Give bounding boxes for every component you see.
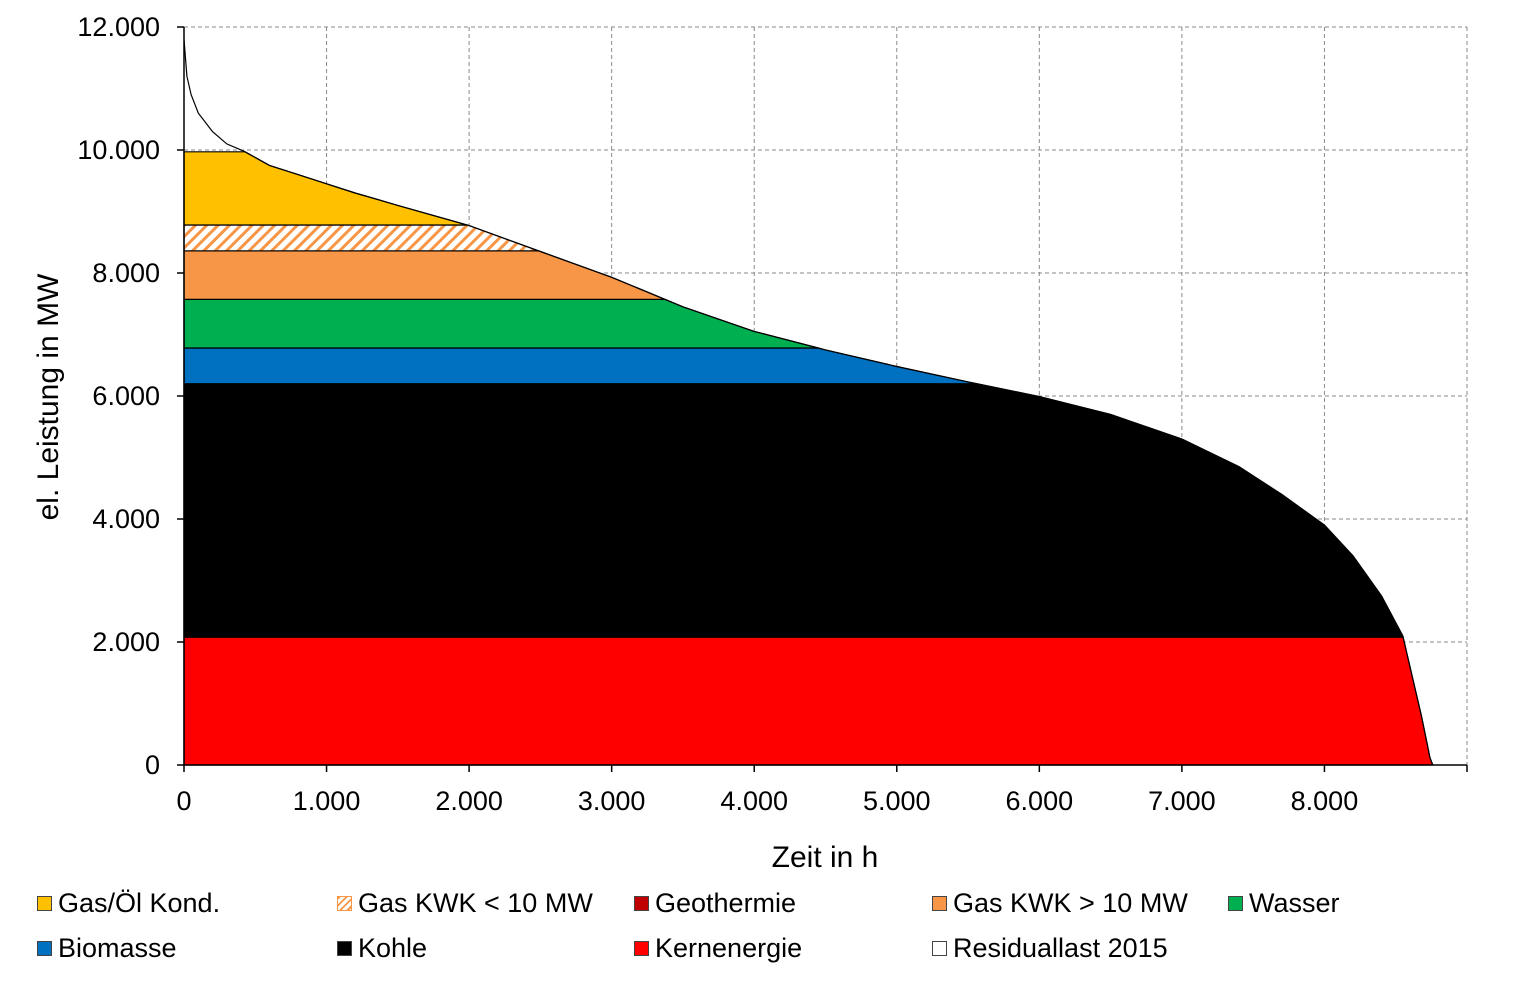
legend-swatch: [37, 896, 52, 911]
legend-label: Gas KWK < 10 MW: [358, 888, 593, 918]
x-tick-label: 7.000: [1148, 786, 1216, 816]
legend-swatch: [932, 896, 947, 911]
legend-swatch: [1228, 896, 1243, 911]
x-axis-title: Zeit in h: [772, 841, 879, 874]
legend-item-biomasse: Biomasse: [37, 933, 177, 964]
y-tick-label: 2.000: [92, 627, 160, 657]
legend-item-wasser: Wasser: [1228, 888, 1340, 919]
legend-label: Residuallast 2015: [953, 933, 1168, 963]
legend-label: Gas KWK > 10 MW: [953, 888, 1188, 918]
legend-label: Kernenergie: [655, 933, 803, 963]
band-kohle: [183, 383, 1404, 638]
y-tick-label: 0: [145, 750, 160, 780]
x-tick-label: 1.000: [293, 786, 361, 816]
x-tick-label: 8.000: [1291, 786, 1359, 816]
legend-label: Geothermie: [655, 888, 797, 918]
band-wasser: [183, 298, 819, 349]
legend-item-gas-kwk-10-mw: Gas KWK > 10 MW: [932, 888, 1188, 919]
residual-load-line: [183, 39, 1434, 766]
band-biomasse: [183, 347, 978, 385]
legend-item-gas-kwk-10-mw: Gas KWK < 10 MW: [337, 888, 593, 919]
y-tick-label: 8.000: [92, 258, 160, 288]
y-tick-label: 12.000: [77, 12, 160, 42]
residual-load-curve: [183, 39, 1434, 766]
x-tick-label: 4.000: [720, 786, 788, 816]
band-gas-kwk-10-mw: [183, 224, 539, 252]
legend-label: Kohle: [358, 933, 428, 963]
legend-item-geothermie: Geothermie: [634, 888, 796, 919]
band-gas-l-kond-: [183, 151, 468, 226]
legend: Gas/Öl Kond. Gas KWK < 10 MW Geothermie Gas…: [0, 880, 1527, 980]
legend-swatch: [634, 941, 649, 956]
band-kernenergie: [183, 636, 1434, 766]
y-axis-title: el. Leistung in MW: [32, 273, 65, 520]
generation-bands: [183, 151, 1434, 766]
x-tick-label: 5.000: [863, 786, 931, 816]
x-tick-label: 2.000: [435, 786, 503, 816]
legend-item-residuallast-2015: Residuallast 2015: [932, 933, 1168, 964]
legend-label: Biomasse: [58, 933, 177, 963]
y-tick-labels: 0 2.000 4.000 6.000 8.000 10.000 12.000: [77, 12, 160, 780]
legend-swatch: [932, 941, 947, 956]
legend-swatch: [634, 896, 649, 911]
legend-swatch: [337, 896, 352, 911]
y-tick-label: 4.000: [92, 504, 160, 534]
x-tick-labels: 0 1.000 2.000 3.000 4.000 5.000 6.000 7.000 8.00…: [176, 786, 1358, 816]
band-gas-kwk-10-mw: [183, 250, 666, 300]
y-tick-label: 10.000: [77, 135, 160, 165]
legend-item-kernenergie: Kernenergie: [634, 933, 802, 964]
x-tick-label: 3.000: [578, 786, 646, 816]
legend-label: Gas/Öl Kond.: [58, 888, 221, 918]
legend-swatch: [37, 941, 52, 956]
y-tick-label: 6.000: [92, 381, 160, 411]
x-tick-label: 6.000: [1006, 786, 1074, 816]
legend-item-kohle: Kohle: [337, 933, 427, 964]
legend-item-gas-l-kond-: Gas/Öl Kond.: [37, 888, 220, 919]
x-tick-label: 0: [176, 786, 191, 816]
legend-label: Wasser: [1249, 888, 1340, 918]
legend-swatch: [337, 941, 352, 956]
axes: [177, 26, 1468, 772]
